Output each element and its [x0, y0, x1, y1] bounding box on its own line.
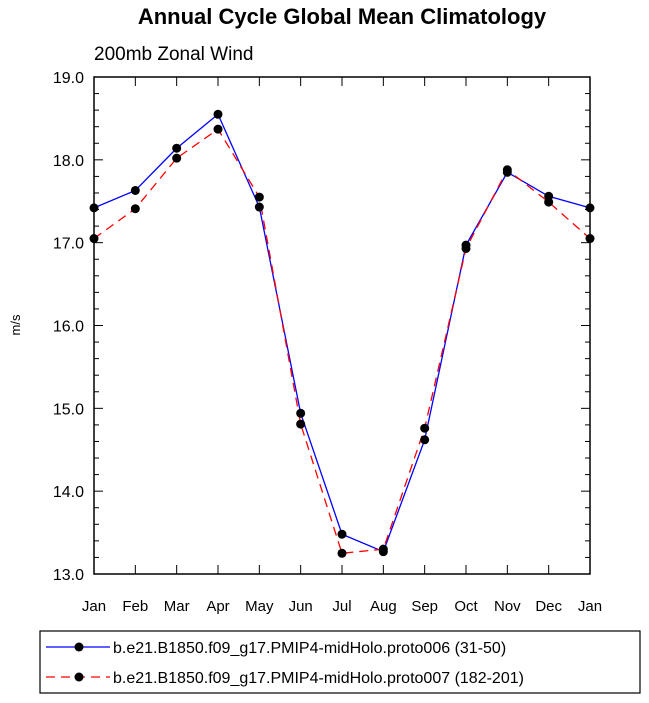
data-point-series-2 [502, 165, 512, 175]
data-point-series-1 [254, 202, 264, 212]
series-line-1 [93, 113, 591, 553]
x-tick-label: Aug [370, 598, 397, 615]
data-point-series-1 [420, 435, 430, 445]
data-point-series-2 [254, 192, 264, 202]
x-tick-label: Mar [164, 598, 190, 615]
x-tick-label: Jan [578, 598, 602, 615]
data-point-series-2 [130, 204, 140, 214]
series-layer [89, 109, 595, 558]
data-point-series-2 [585, 234, 595, 244]
x-tick-label: Jul [332, 598, 351, 615]
y-axis-title: m/s [8, 314, 23, 335]
y-tick-label: 14.0 [53, 484, 84, 501]
data-point-series-1 [172, 143, 182, 153]
y-tick-labels: 13.0 14.0 15.0 16.0 17.0 18.0 19.0 [53, 70, 84, 584]
x-tick-label: Jan [82, 598, 106, 615]
axis-ticks [93, 76, 591, 575]
x-tick-labels: Jan Feb Mar Apr May Jun Jul Aug Sep Oct Nov Dec Jan [82, 598, 602, 615]
data-point-series-2 [337, 548, 347, 558]
data-point-series-2 [172, 153, 182, 163]
chart-subtitle: 200mb Zonal Wind [94, 44, 253, 65]
x-tick-label: Feb [122, 598, 148, 615]
data-point-series-2 [461, 243, 471, 253]
legend-box [39, 630, 641, 694]
y-tick-label: 16.0 [53, 319, 84, 336]
data-point-series-2 [378, 544, 388, 554]
y-tick-label: 15.0 [53, 401, 84, 418]
x-tick-label: Sep [411, 598, 438, 615]
x-tick-label: Apr [206, 598, 229, 615]
x-tick-label: Dec [535, 598, 562, 615]
data-point-series-2 [296, 419, 306, 429]
data-point-series-1 [89, 203, 99, 213]
data-point-series-1 [296, 408, 306, 418]
x-tick-label: Oct [454, 598, 478, 615]
chart-title: Annual Cycle Global Mean Climatology [138, 4, 547, 29]
x-tick-label: May [245, 598, 274, 615]
data-point-series-2 [213, 124, 223, 134]
plot-frame [93, 76, 591, 575]
data-point-series-1 [213, 109, 223, 119]
series-line-2 [93, 128, 591, 554]
data-point-series-1 [585, 203, 595, 213]
legend-marker-series-2 [74, 672, 84, 682]
data-point-series-2 [420, 423, 430, 433]
data-point-series-1 [337, 529, 347, 539]
y-tick-label: 13.0 [53, 567, 84, 584]
x-tick-label: Jun [289, 598, 313, 615]
legend-label-series-1: b.e21.B1850.f09_g17.PMIP4-midHolo.proto0… [113, 640, 506, 657]
data-point-series-2 [544, 197, 554, 207]
legend-label-series-2: b.e21.B1850.f09_g17.PMIP4-midHolo.proto0… [113, 670, 524, 687]
legend-marker-series-1 [74, 642, 84, 652]
x-tick-label: Nov [494, 598, 521, 615]
data-point-series-1 [130, 185, 140, 195]
y-tick-label: 17.0 [53, 236, 84, 253]
y-tick-label: 19.0 [53, 70, 84, 87]
y-tick-label: 18.0 [53, 153, 84, 170]
data-point-series-2 [89, 234, 99, 244]
